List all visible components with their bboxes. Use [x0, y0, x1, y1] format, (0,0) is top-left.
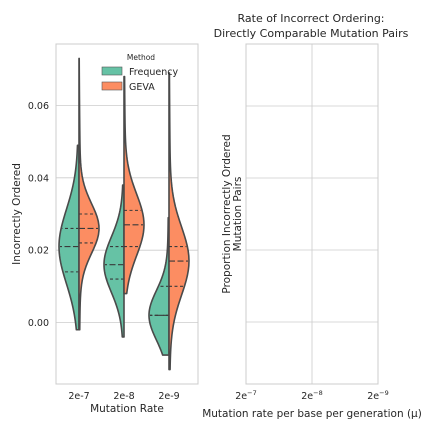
right-y-axis-label-line1: Proportion Incorrectly Ordered	[221, 134, 233, 293]
right-x-axis-label: Mutation rate per base per generation (μ…	[202, 408, 422, 420]
right-x-tick-label: 2e−9	[367, 389, 388, 402]
right-y-axis-label-line2: Mutation Pairs	[232, 177, 244, 252]
violin-half-geva	[168, 72, 190, 371]
right-gridlines	[246, 44, 378, 384]
violin-half-geva	[78, 57, 100, 331]
violin-x-tick-label: 2e-8	[113, 391, 134, 402]
empty-panel: Rate of Incorrect Ordering: Directly Com…	[202, 12, 422, 420]
violins	[58, 57, 190, 371]
legend: Method Frequency GEVA	[101, 53, 178, 93]
legend-title: Method	[127, 53, 155, 62]
legend-swatch-frequency	[101, 66, 123, 76]
right-x-tick-label: 2e−8	[301, 389, 322, 402]
legend-label-frequency: Frequency	[129, 67, 178, 78]
violin-half-geva	[123, 75, 145, 295]
violin-y-tick-label: 0.04	[28, 173, 49, 184]
violin-x-axis-label: Mutation Rate	[90, 403, 164, 415]
violin-y-tick-label: 0.00	[28, 318, 49, 329]
violin-panel: 0.00 0.02 0.04 0.06 2e-7 2e-8 2e-9 Mutation R…	[11, 43, 199, 415]
violin-y-axis-label: Incorrectly Ordered	[11, 163, 23, 265]
legend-label-geva: GEVA	[129, 82, 155, 93]
legend-swatch-geva	[101, 81, 123, 91]
right-chart-subtitle: Directly Comparable Mutation Pairs	[214, 27, 409, 40]
violin-half-frequency	[58, 144, 80, 331]
violin-x-ticks: 2e-7 2e-8 2e-9	[68, 391, 179, 402]
violin-x-tick-label: 2e-7	[68, 391, 89, 402]
right-chart-title: Rate of Incorrect Ordering:	[237, 12, 384, 25]
violin-half-frequency	[148, 216, 170, 356]
violin-y-tick-label: 0.02	[28, 246, 49, 257]
right-x-tick-label: 2e−7	[235, 389, 256, 402]
violin-half-frequency	[103, 184, 125, 338]
violin-y-ticks: 0.00 0.02 0.04 0.06	[28, 101, 49, 329]
violin-x-tick-label: 2e-9	[158, 391, 179, 402]
violin-y-tick-label: 0.06	[28, 101, 49, 112]
